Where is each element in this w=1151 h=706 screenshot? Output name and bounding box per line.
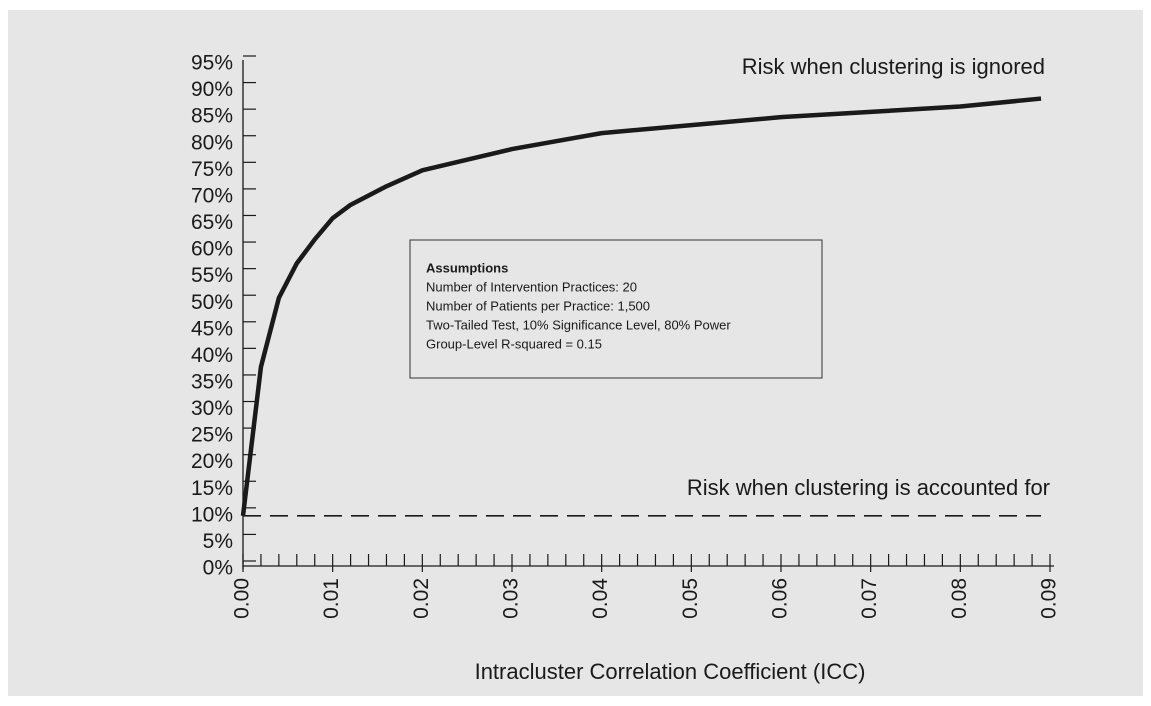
y-tick-label: 10% [191, 503, 233, 526]
y-tick-label: 40% [191, 344, 233, 367]
x-tick-label: 0.03 [500, 578, 523, 619]
assumption-line: Number of Intervention Practices: 20 [426, 279, 637, 294]
y-tick-label: 35% [191, 370, 233, 393]
assumption-line: Number of Patients per Practice: 1,500 [426, 298, 650, 313]
y-tick-label: 85% [191, 105, 233, 128]
y-tick-label: 95% [191, 52, 233, 75]
x-tick-label: 0.02 [410, 578, 433, 619]
y-tick-label: 50% [191, 291, 233, 314]
y-tick-label: 25% [191, 424, 233, 447]
assumptions-box [409, 239, 823, 379]
y-tick-label: 20% [191, 450, 233, 473]
x-tick-label: 0.04 [589, 578, 612, 619]
x-tick-label: 0.09 [1038, 578, 1061, 619]
y-tick-label: 90% [191, 78, 233, 101]
panel [8, 10, 1143, 696]
x-tick-label: 0.07 [858, 578, 881, 619]
x-axis-label: Intracluster Correlation Coefficient (IC… [475, 659, 866, 684]
y-tick-label: 30% [191, 397, 233, 420]
y-tick-label: 60% [191, 238, 233, 261]
x-tick-label: 0.05 [679, 578, 702, 619]
y-tick-label: 5% [203, 530, 233, 553]
x-tick-label: 0.00 [231, 578, 254, 619]
x-tick-label: 0.01 [320, 578, 343, 619]
series-line [240, 96, 1042, 517]
assumptions-title: Assumptions [426, 260, 508, 275]
x-tick-label: 0.08 [948, 578, 971, 619]
y-tick-label: 55% [191, 264, 233, 287]
assumption-line: Group-Level R-squared = 0.15 [426, 336, 602, 351]
y-tick-label: 0% [203, 557, 233, 580]
series-label: Risk when clustering is accounted for [687, 475, 1050, 500]
series-label: Risk when clustering is ignored [742, 54, 1045, 79]
x-tick-label: 0.06 [769, 578, 792, 619]
y-tick-label: 70% [191, 184, 233, 207]
y-tick-label: 65% [191, 211, 233, 234]
assumption-line: Two-Tailed Test, 10% Significance Level,… [426, 317, 731, 332]
y-tick-label: 80% [191, 131, 233, 154]
y-tick-label: 15% [191, 477, 233, 500]
y-tick-label: 75% [191, 158, 233, 181]
y-tick-label: 45% [191, 317, 233, 340]
